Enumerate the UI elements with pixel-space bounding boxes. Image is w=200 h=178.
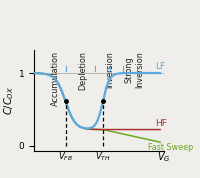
Text: Accumulation: Accumulation [51, 51, 60, 106]
Y-axis label: $C/C_{OX}$: $C/C_{OX}$ [2, 86, 16, 115]
Text: $V_G$: $V_G$ [157, 150, 171, 164]
Text: Depletion: Depletion [79, 51, 88, 90]
Text: Fast Sweep: Fast Sweep [148, 143, 193, 152]
Text: $V_{TH}$: $V_{TH}$ [95, 150, 111, 163]
Text: $V_{FB}$: $V_{FB}$ [58, 150, 73, 163]
Text: LF: LF [155, 62, 165, 71]
Text: HF: HF [155, 119, 167, 128]
Text: Strong
Inversion: Strong Inversion [125, 51, 144, 88]
Text: Inversion: Inversion [105, 51, 114, 88]
